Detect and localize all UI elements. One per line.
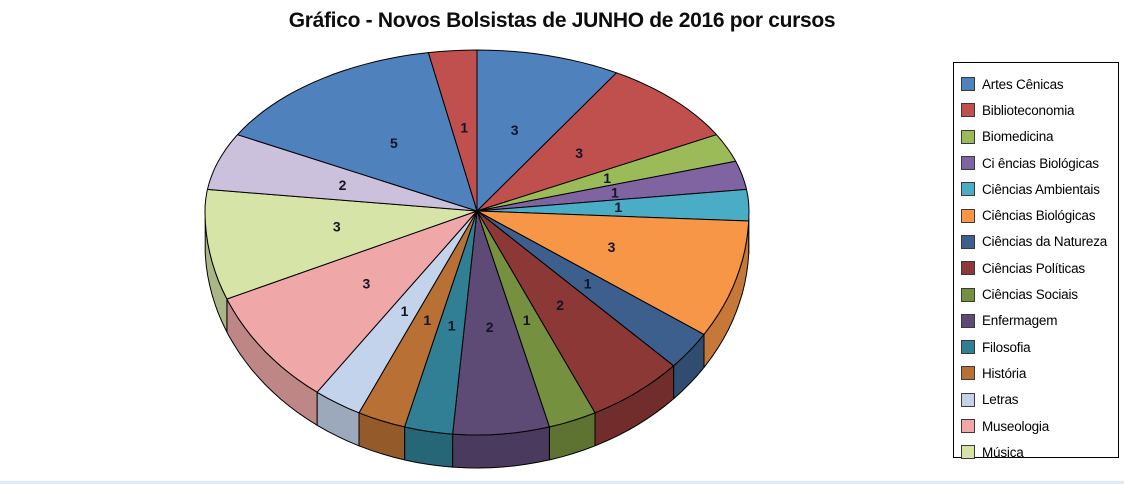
slice-value-label-1: 3 <box>511 122 519 138</box>
slice-value-label-14: 3 <box>363 276 371 292</box>
pie-slice-16[interactable] <box>207 134 478 212</box>
slice-value-label-6: 3 <box>608 239 616 255</box>
legend-item-12[interactable]: História <box>954 360 1118 386</box>
slice-value-label-13: 1 <box>401 303 409 319</box>
legend-label: Letras <box>982 392 1019 408</box>
pie-slice-2[interactable] <box>476 72 717 212</box>
slice-value-label-9: 1 <box>523 312 531 328</box>
legend-item-11[interactable]: Filosofia <box>954 334 1118 360</box>
slice-value-label-2: 3 <box>575 145 583 161</box>
slice-value-label-8: 2 <box>556 297 564 313</box>
legend-item-7[interactable]: Ciências da Natureza <box>954 229 1118 255</box>
legend-label: Ciências Políticas <box>982 260 1085 276</box>
legend-swatch <box>961 156 975 171</box>
legend-swatch <box>961 313 975 328</box>
legend-label: Biomedicina <box>982 129 1054 145</box>
legend-item-3[interactable]: Biomedicina <box>954 124 1118 150</box>
slice-value-label-10: 2 <box>486 319 494 335</box>
legend-item-4[interactable]: Ci ências Biológicas <box>954 150 1118 176</box>
legend-swatch <box>961 129 975 144</box>
slice-value-label-12: 1 <box>423 312 431 328</box>
legend-swatch <box>961 392 975 407</box>
slice-value-label-4: 1 <box>611 184 619 200</box>
pie-slice-17[interactable] <box>237 52 478 212</box>
legend-label: Ciências Ambientais <box>982 181 1100 197</box>
legend: Artes Cênicas Biblioteconomia Biomedicina C… <box>953 62 1119 460</box>
legend-swatch <box>961 366 975 381</box>
legend-item-9[interactable]: Ciências Sociais <box>954 281 1118 307</box>
slice-value-label-7: 1 <box>584 276 592 292</box>
legend-label: Ciências Sociais <box>982 287 1078 303</box>
slice-value-label-18: 1 <box>460 120 468 136</box>
pie-slice-6[interactable] <box>476 210 750 335</box>
legend-label: Música <box>982 444 1024 460</box>
legend-label: Enfermagem <box>982 313 1058 329</box>
legend-swatch <box>961 340 975 355</box>
legend-swatch <box>961 208 975 223</box>
legend-item-2[interactable]: Biblioteconomia <box>954 97 1118 123</box>
legend-label: Ciências da Natureza <box>982 234 1108 250</box>
slice-value-label-16: 2 <box>339 177 347 193</box>
legend-label: História <box>982 365 1027 381</box>
legend-label: Museologia <box>982 418 1050 434</box>
slice-value-label-17: 5 <box>390 135 398 151</box>
slice-value-label-11: 1 <box>448 318 456 334</box>
legend-label: Artes Cênicas <box>982 76 1064 92</box>
legend-item-10[interactable]: Enfermagem <box>954 308 1118 334</box>
legend-swatch <box>961 419 975 433</box>
pie-slice-10[interactable] <box>452 210 550 436</box>
legend-label: Biblioteconomia <box>982 102 1075 118</box>
legend-item-8[interactable]: Ciências Políticas <box>954 255 1118 281</box>
slice-value-label-5: 1 <box>614 199 622 215</box>
legend-label: Ciências Biológicas <box>982 208 1096 224</box>
pie-slice-18[interactable] <box>427 49 478 212</box>
legend-swatch <box>961 103 975 118</box>
slice-value-label-15: 3 <box>333 219 341 235</box>
chart-title: Gráfico - Novos Bolsistas de JUNHO de 20… <box>288 9 836 32</box>
legend-item-5[interactable]: Ciências Ambientais <box>954 176 1118 202</box>
pie-slice-14[interactable] <box>226 210 478 393</box>
legend-swatch <box>961 261 975 276</box>
pie-slice-1[interactable] <box>476 49 617 212</box>
legend-item-6[interactable]: Ciências Biológicas <box>954 202 1118 228</box>
legend-item-13[interactable]: Letras <box>954 387 1118 413</box>
legend-swatch <box>961 287 975 302</box>
legend-item-15[interactable]: Música <box>954 439 1118 465</box>
legend-swatch <box>961 234 975 249</box>
legend-item-1[interactable]: Artes Cênicas <box>954 71 1118 97</box>
legend-swatch <box>961 445 975 460</box>
window-bottom-edge <box>0 481 1124 484</box>
legend-items: Artes Cênicas Biblioteconomia Biomedicina C… <box>954 71 1118 465</box>
legend-item-14[interactable]: Museologia <box>954 413 1118 439</box>
legend-label: Ci ências Biológicas <box>982 155 1099 171</box>
legend-swatch <box>961 182 975 197</box>
legend-label: Filosofia <box>982 339 1031 355</box>
pie-slice-15[interactable] <box>204 188 478 300</box>
pie-slice-8[interactable] <box>476 210 675 414</box>
slice-value-label-3: 1 <box>603 170 611 186</box>
legend-swatch <box>961 77 975 92</box>
